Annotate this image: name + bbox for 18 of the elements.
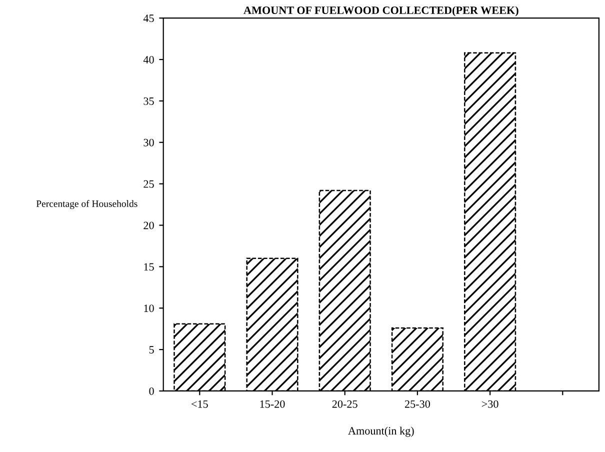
x-tick-label: >30 — [482, 400, 498, 408]
y-tick-label: 40 — [143, 56, 154, 64]
x-tick-label: 15-20 — [260, 400, 285, 408]
y-tick-label: 5 — [149, 346, 154, 354]
y-tick-label: 25 — [144, 180, 154, 188]
x-tick-label: 25-30 — [404, 400, 430, 408]
y-tick-label: 20 — [144, 222, 154, 230]
x-tick-label: 20-25 — [332, 400, 358, 408]
y-tick-label: 10 — [144, 304, 154, 312]
x-tick-label: <15 — [192, 400, 208, 408]
y-tick-label: 0 — [149, 387, 154, 395]
chart-title: AMOUNT OF FUELWOOD COLLECTED(PER WEEK) — [244, 6, 518, 16]
y-tick-label: 30 — [144, 138, 154, 146]
y-tick-label: 35 — [144, 97, 154, 105]
x-axis-title: Amount(in kg) — [348, 426, 414, 437]
y-tick-label: 45 — [143, 14, 154, 22]
y-axis-title: Percentage of Households — [36, 200, 138, 209]
y-tick-label: 15 — [144, 263, 154, 271]
